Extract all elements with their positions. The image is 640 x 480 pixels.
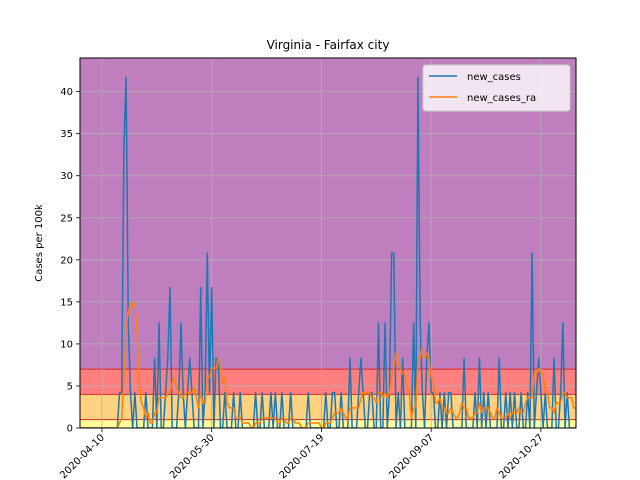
x-tick-label: 2020-04-10 <box>58 432 107 480</box>
y-tick-label: 10 <box>60 339 73 350</box>
y-tick-label: 5 <box>67 381 73 392</box>
y-tick-label: 35 <box>60 129 73 140</box>
legend-label-new-cases-ra: new_cases_ra <box>467 93 536 104</box>
series-layer <box>80 76 576 428</box>
x-tick-label: 2020-09-07 <box>387 432 436 480</box>
x-tick-label: 2020-07-19 <box>278 432 327 480</box>
series-line-new-cases <box>80 76 576 428</box>
series-line-new-cases-ra <box>80 301 576 428</box>
legend-box <box>422 64 571 112</box>
legend-label-new-cases: new_cases <box>467 72 521 83</box>
y-tick-label: 0 <box>67 424 73 435</box>
chart-title: Virginia - Fairfax city <box>267 38 390 52</box>
y-tick-label: 20 <box>60 255 73 266</box>
y-axis-title: Cases per 100k <box>34 204 45 282</box>
risk-band-1 <box>80 394 576 420</box>
x-tick-label: 2020-05-30 <box>168 432 217 480</box>
x-tick-label: 2020-10-27 <box>497 432 546 480</box>
plot-frame <box>79 57 577 429</box>
y-tick-label: 30 <box>60 171 73 182</box>
y-tick-label: 25 <box>60 213 73 224</box>
y-tick-label: 40 <box>60 87 73 98</box>
risk-band-2 <box>80 369 576 395</box>
y-tick-label: 15 <box>60 297 73 308</box>
legend: new_cases new_cases_ra <box>422 64 571 112</box>
